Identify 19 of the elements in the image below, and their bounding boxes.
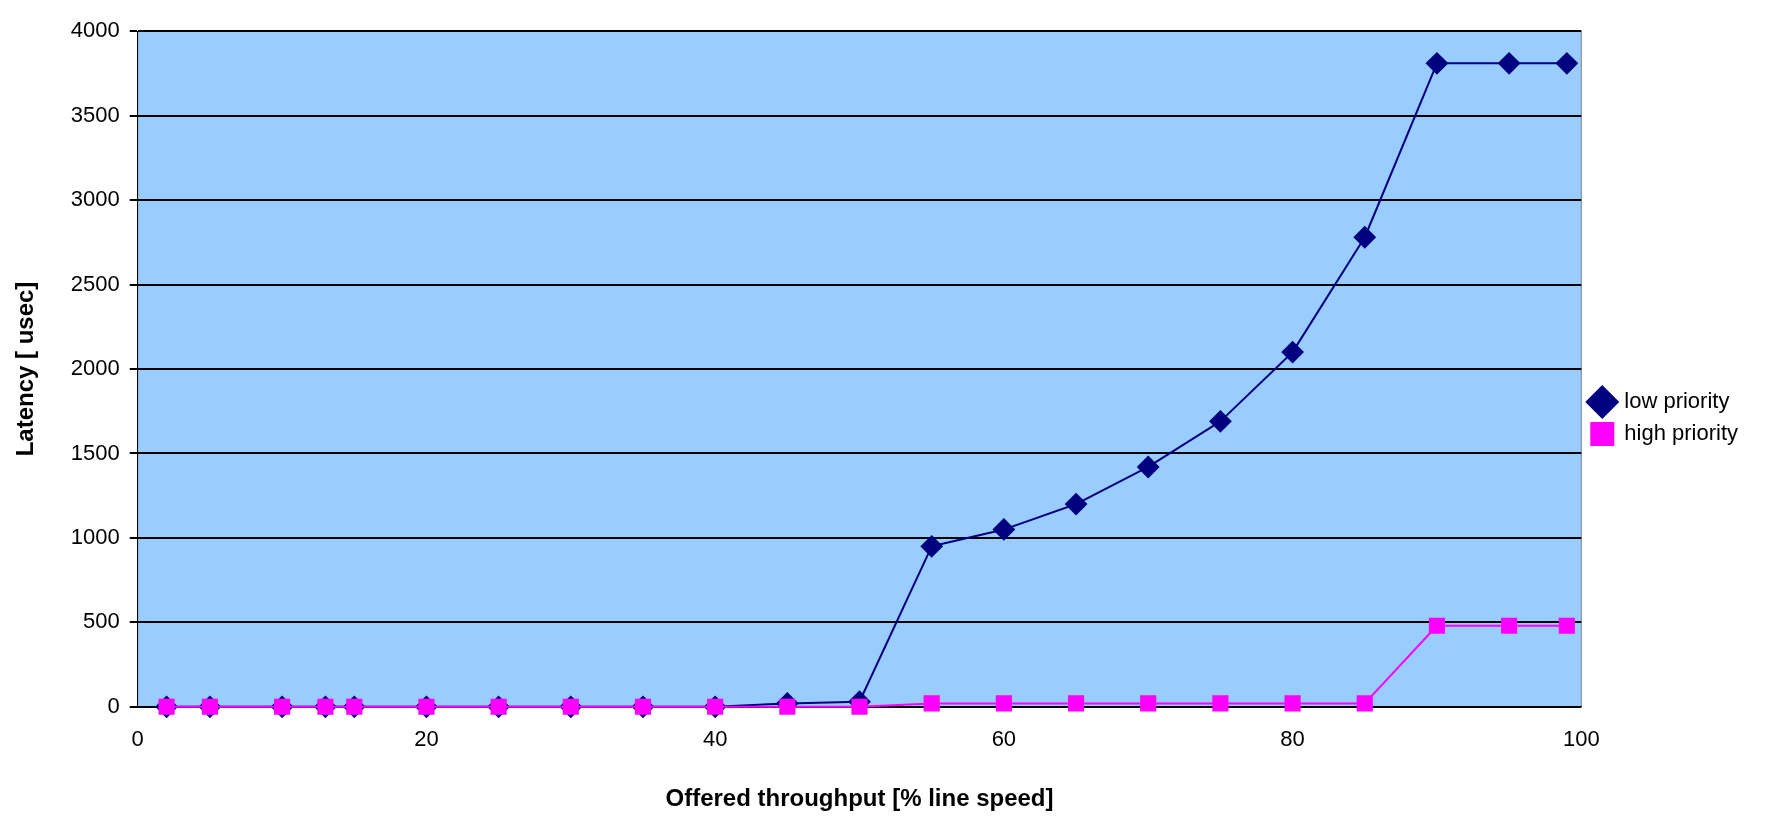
y-tick-label: 2000 bbox=[70, 355, 120, 381]
x-tick-label: 60 bbox=[991, 726, 1017, 752]
y-axis-title: Latency [ usec] bbox=[11, 281, 39, 457]
legend-label: low priority bbox=[1624, 388, 1730, 414]
x-tick-label: 20 bbox=[414, 726, 439, 752]
x-tick-label: 40 bbox=[702, 726, 728, 752]
y-tick-label: 3500 bbox=[70, 101, 120, 127]
x-tick-label: 100 bbox=[1562, 726, 1600, 752]
y-tick-label: 500 bbox=[83, 608, 120, 634]
y-tick-label: 4000 bbox=[70, 17, 120, 43]
y-tick-label: 3000 bbox=[70, 186, 120, 212]
x-tick-label: 80 bbox=[1280, 726, 1305, 752]
y-tick-label: 0 bbox=[107, 692, 120, 718]
x-tick-label: 0 bbox=[131, 726, 144, 752]
x-axis-title: Offered throughput [% line speed] bbox=[665, 784, 1054, 812]
y-tick-label: 1000 bbox=[70, 523, 120, 549]
y-tick-label: 1500 bbox=[70, 439, 120, 465]
y-tick-label: 2500 bbox=[70, 270, 120, 296]
legend-label: high priority bbox=[1624, 420, 1738, 446]
